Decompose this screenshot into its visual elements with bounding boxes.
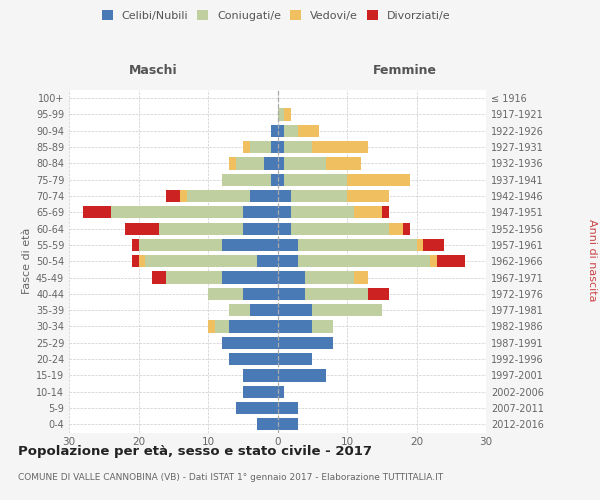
Bar: [277, 288, 305, 300]
Bar: [277, 124, 284, 137]
Bar: [368, 288, 389, 300]
Text: COMUNE DI VALLE CANNOBINA (VB) - Dati ISTAT 1° gennaio 2017 - Elaborazione TUTTI: COMUNE DI VALLE CANNOBINA (VB) - Dati IS…: [18, 473, 443, 482]
Bar: [277, 141, 284, 153]
Bar: [243, 222, 277, 234]
Bar: [271, 174, 277, 186]
Bar: [437, 255, 465, 268]
Bar: [250, 190, 277, 202]
Bar: [277, 370, 326, 382]
Bar: [312, 141, 368, 153]
Bar: [277, 239, 298, 251]
Bar: [403, 222, 410, 234]
Bar: [222, 239, 277, 251]
Bar: [208, 320, 215, 332]
Bar: [424, 239, 444, 251]
Bar: [277, 353, 312, 365]
Bar: [131, 255, 139, 268]
Bar: [222, 174, 271, 186]
Bar: [292, 190, 347, 202]
Bar: [160, 222, 243, 234]
Bar: [236, 158, 263, 170]
Bar: [312, 320, 333, 332]
Bar: [277, 304, 312, 316]
Bar: [215, 320, 229, 332]
Bar: [277, 272, 305, 283]
Bar: [347, 174, 410, 186]
Legend: Celibi/Nubili, Coniugati/e, Vedovi/e, Divorziati/e: Celibi/Nubili, Coniugati/e, Vedovi/e, Di…: [100, 8, 452, 24]
Bar: [277, 418, 298, 430]
Bar: [354, 206, 382, 218]
Bar: [125, 222, 160, 234]
Bar: [271, 124, 277, 137]
Bar: [243, 288, 277, 300]
Bar: [354, 272, 368, 283]
Bar: [347, 190, 389, 202]
Bar: [229, 304, 250, 316]
Bar: [139, 239, 222, 251]
Bar: [277, 336, 333, 349]
Bar: [277, 402, 298, 414]
Bar: [229, 158, 236, 170]
Bar: [284, 174, 347, 186]
Bar: [111, 206, 243, 218]
Bar: [277, 158, 284, 170]
Bar: [292, 206, 354, 218]
Text: Femmine: Femmine: [373, 64, 437, 76]
Bar: [222, 272, 277, 283]
Bar: [430, 255, 437, 268]
Bar: [243, 386, 277, 398]
Bar: [277, 206, 292, 218]
Bar: [263, 158, 277, 170]
Bar: [271, 141, 277, 153]
Bar: [382, 206, 389, 218]
Bar: [305, 288, 368, 300]
Bar: [257, 418, 277, 430]
Bar: [284, 108, 292, 120]
Text: Anni di nascita: Anni di nascita: [587, 219, 597, 301]
Bar: [298, 124, 319, 137]
Bar: [298, 255, 430, 268]
Bar: [389, 222, 403, 234]
Bar: [416, 239, 424, 251]
Bar: [257, 255, 277, 268]
Bar: [208, 288, 243, 300]
Bar: [243, 141, 250, 153]
Bar: [277, 108, 284, 120]
Bar: [222, 336, 277, 349]
Bar: [180, 190, 187, 202]
Bar: [139, 255, 145, 268]
Bar: [250, 304, 277, 316]
Y-axis label: Anni di nascita: Anni di nascita: [0, 499, 1, 500]
Bar: [166, 190, 180, 202]
Bar: [277, 386, 284, 398]
Bar: [298, 239, 416, 251]
Bar: [229, 353, 277, 365]
Bar: [250, 141, 271, 153]
Bar: [83, 206, 111, 218]
Text: Maschi: Maschi: [128, 64, 178, 76]
Bar: [166, 272, 222, 283]
Bar: [236, 402, 277, 414]
Bar: [187, 190, 250, 202]
Bar: [145, 255, 257, 268]
Bar: [305, 272, 354, 283]
Bar: [243, 206, 277, 218]
Bar: [277, 255, 298, 268]
Bar: [284, 124, 298, 137]
Y-axis label: Fasce di età: Fasce di età: [22, 228, 32, 294]
Bar: [277, 222, 292, 234]
Bar: [277, 190, 292, 202]
Bar: [326, 158, 361, 170]
Bar: [277, 320, 312, 332]
Bar: [312, 304, 382, 316]
Bar: [243, 370, 277, 382]
Bar: [284, 158, 326, 170]
Bar: [284, 141, 312, 153]
Bar: [292, 222, 389, 234]
Text: Popolazione per età, sesso e stato civile - 2017: Popolazione per età, sesso e stato civil…: [18, 445, 372, 458]
Bar: [229, 320, 277, 332]
Bar: [152, 272, 166, 283]
Bar: [131, 239, 139, 251]
Bar: [277, 174, 284, 186]
